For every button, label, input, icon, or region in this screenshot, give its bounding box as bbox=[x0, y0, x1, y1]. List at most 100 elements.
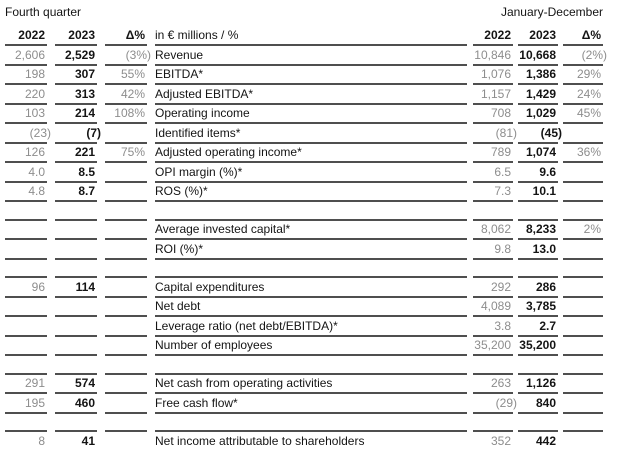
row-label: Average invested capital* bbox=[155, 218, 467, 239]
fy-delta-cell bbox=[563, 180, 603, 201]
q4-2022-cell bbox=[5, 257, 47, 277]
fy-delta-cell bbox=[563, 334, 603, 355]
table-row: 103 214 108% Operating income 708 1,029 45% bbox=[5, 102, 603, 123]
fy-delta-cell bbox=[563, 238, 603, 258]
fy-2023-cell: 1,386 bbox=[518, 63, 558, 84]
q4-2022-cell bbox=[5, 334, 47, 355]
q4-delta-column-header: Δ% bbox=[125, 27, 145, 42]
q4-2022-cell: 103 bbox=[5, 102, 47, 123]
fy-delta-cell bbox=[563, 276, 603, 296]
fy-2023-cell bbox=[518, 200, 558, 219]
q4-2022-cell: 126 bbox=[5, 141, 47, 162]
fy-2022-cell: 35,200 bbox=[473, 334, 513, 355]
q4-2022-column-header: 2022 bbox=[18, 27, 45, 42]
fy-2023-cell: 10,668 bbox=[518, 44, 558, 64]
q4-2023-cell: 8.5 bbox=[55, 161, 97, 181]
fy-delta-cell bbox=[563, 200, 603, 219]
fy-2022-cell: 292 bbox=[473, 276, 513, 296]
fy-2023-cell: 10.1 bbox=[518, 180, 558, 201]
row-label: Capital expenditures bbox=[155, 276, 467, 296]
table-row: 4.0 8.5 OPI margin (%)* 6.5 9.6 bbox=[5, 161, 603, 181]
fy-2023-cell: 1,126 bbox=[518, 372, 558, 393]
fy-delta-cell: 36% bbox=[563, 141, 603, 162]
table-row: Number of employees 35,200 35,200 bbox=[5, 334, 603, 355]
row-label: Net debt bbox=[155, 295, 467, 316]
fy-delta-column-header: Δ% bbox=[581, 27, 601, 42]
fy-delta-cell bbox=[563, 430, 603, 450]
table-row: Average invested capital* 8,062 8,233 2% bbox=[5, 218, 603, 239]
q4-2023-cell: 41 bbox=[55, 430, 97, 450]
spacer-row bbox=[5, 200, 603, 219]
q4-2023-cell: 313 bbox=[55, 83, 97, 103]
fy-delta-cell bbox=[563, 411, 603, 431]
row-label: Identified items* bbox=[155, 122, 467, 142]
fy-2023-cell bbox=[518, 257, 558, 277]
q4-2022-cell: 2,606 bbox=[5, 44, 47, 64]
fy-delta-cell: 45% bbox=[563, 102, 603, 123]
q4-delta-cell bbox=[105, 257, 147, 277]
fy-delta-cell: 24% bbox=[563, 83, 603, 103]
q4-delta-cell: 42% bbox=[105, 83, 147, 103]
q4-delta-cell bbox=[105, 238, 147, 258]
q4-2023-cell: 2,529 bbox=[55, 44, 97, 64]
q4-delta-cell bbox=[105, 180, 147, 201]
fy-2022-cell: 9.8 bbox=[473, 238, 513, 258]
q4-2023-cell bbox=[55, 200, 97, 219]
fy-2022-cell: 263 bbox=[473, 372, 513, 393]
q4-2022-cell: 195 bbox=[5, 392, 47, 412]
row-label: OPI margin (%)* bbox=[155, 161, 467, 181]
spacer-row bbox=[5, 257, 603, 277]
fy-delta-cell bbox=[563, 257, 603, 277]
q4-delta-cell bbox=[105, 315, 147, 335]
fy-2023-cell bbox=[518, 411, 558, 431]
q4-delta-cell bbox=[105, 354, 147, 373]
fy-2022-cell bbox=[473, 200, 513, 219]
q4-delta-cell: 108% bbox=[105, 102, 147, 123]
fy-2023-cell: 286 bbox=[518, 276, 558, 296]
fy-2023-cell bbox=[518, 354, 558, 373]
table-row: 4.8 8.7 ROS (%)* 7.3 10.1 bbox=[5, 180, 603, 201]
table-row: 220 313 42% Adjusted EBITDA* 1,157 1,429 24% bbox=[5, 83, 603, 103]
fy-delta-cell bbox=[563, 295, 603, 316]
q4-2023-cell: (7) bbox=[55, 122, 101, 142]
q4-2022-cell bbox=[5, 218, 47, 239]
period-header-row: Fourth quarter January-December bbox=[5, 5, 603, 25]
fy-2022-cell: 1,076 bbox=[473, 63, 513, 84]
fy-2022-cell: 10,846 bbox=[473, 44, 513, 64]
fy-delta-cell: 29% bbox=[563, 63, 603, 84]
row-label bbox=[155, 200, 467, 219]
table-row: 291 574 Net cash from operating activities… bbox=[5, 372, 603, 393]
q4-2022-cell: 198 bbox=[5, 63, 47, 84]
q4-2023-cell bbox=[55, 218, 97, 239]
q4-delta-cell bbox=[105, 218, 147, 239]
row-label: Leverage ratio (net debt/EBITDA)* bbox=[155, 315, 467, 335]
fy-2022-cell: 789 bbox=[473, 141, 513, 162]
q4-2022-cell: 96 bbox=[5, 276, 47, 296]
q4-2022-cell: 4.0 bbox=[5, 161, 47, 181]
fy-2022-cell bbox=[473, 354, 513, 373]
table-row: 195 460 Free cash flow* (29) 840 bbox=[5, 392, 603, 412]
q4-2023-cell: 574 bbox=[55, 372, 97, 393]
fy-delta-cell bbox=[563, 354, 603, 373]
q4-2023-cell bbox=[55, 354, 97, 373]
q4-2023-cell: 214 bbox=[55, 102, 97, 123]
fy-2022-cell: 352 bbox=[473, 430, 513, 450]
fy-2023-cell: 8,233 bbox=[518, 218, 558, 239]
row-label: Net income attributable to shareholders bbox=[155, 430, 467, 450]
table-row: 198 307 55% EBITDA* 1,076 1,386 29% bbox=[5, 63, 603, 84]
fy-2022-cell: 3.8 bbox=[473, 315, 513, 335]
fy-2022-cell: 8,062 bbox=[473, 218, 513, 239]
q4-delta-cell: 55% bbox=[105, 63, 147, 84]
table-row: Leverage ratio (net debt/EBITDA)* 3.8 2.7 bbox=[5, 315, 603, 335]
fy-2022-cell: 708 bbox=[473, 102, 513, 123]
right-period-title: January-December bbox=[500, 5, 603, 19]
fy-2023-cell: 1,029 bbox=[518, 102, 558, 123]
row-label: Free cash flow* bbox=[155, 392, 467, 412]
q4-2023-cell bbox=[55, 411, 97, 431]
q4-delta-cell bbox=[105, 276, 147, 296]
q4-delta-cell bbox=[105, 392, 147, 412]
fy-2023-cell: 3,785 bbox=[518, 295, 558, 316]
spacer-row bbox=[5, 354, 603, 373]
fy-delta-cell bbox=[563, 392, 603, 412]
